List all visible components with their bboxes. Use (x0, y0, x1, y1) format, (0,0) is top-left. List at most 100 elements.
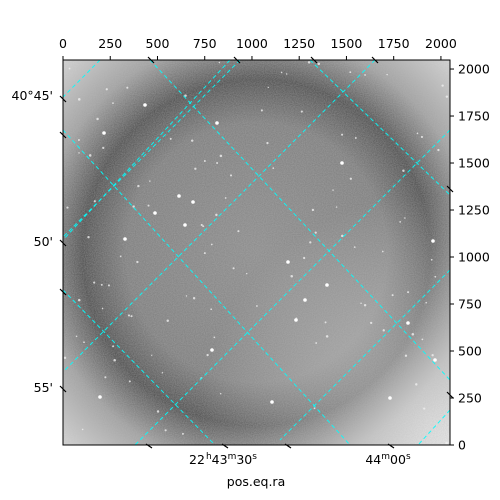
right-tick-label: 250 (458, 391, 482, 406)
star (295, 317, 298, 320)
world-tick-mark (310, 56, 318, 64)
star (161, 371, 164, 374)
star (325, 335, 329, 338)
star (153, 211, 157, 215)
star (87, 235, 90, 239)
star (309, 241, 312, 244)
dec-tick-label-3: 55' (34, 380, 53, 395)
star (77, 139, 80, 141)
star (325, 283, 329, 287)
dec-tick-label-2: 50' (34, 234, 53, 249)
star (164, 429, 167, 432)
world-tick-mark (387, 443, 395, 449)
right-tick-label: 1250 (458, 203, 490, 218)
star (341, 234, 344, 238)
star (149, 180, 151, 182)
star (425, 301, 428, 304)
world-tick-mark (59, 239, 67, 247)
star (151, 354, 153, 356)
grid-line (309, 60, 450, 196)
star (123, 237, 127, 241)
star (177, 194, 181, 198)
star (194, 167, 197, 170)
star (77, 98, 81, 101)
world-tick-mark (59, 95, 67, 103)
top-tick-label: 0 (59, 36, 67, 51)
star (147, 204, 150, 207)
star (404, 354, 408, 357)
star (445, 441, 448, 445)
world-tick-mark (59, 131, 67, 139)
star (137, 184, 140, 188)
star (83, 341, 85, 344)
star (313, 407, 316, 410)
star (219, 392, 222, 395)
star (93, 200, 96, 203)
star (77, 298, 81, 302)
star (210, 308, 213, 311)
world-tick-mark (59, 288, 67, 296)
star (272, 167, 275, 170)
grid-line (63, 289, 216, 445)
star (215, 213, 218, 217)
star (104, 376, 107, 379)
star (364, 74, 366, 76)
star (314, 231, 317, 234)
star (349, 177, 352, 180)
world-tick-mark (371, 56, 379, 64)
star (303, 298, 307, 302)
star (290, 274, 293, 278)
star (340, 161, 344, 165)
world-tick-mark (284, 443, 292, 449)
star (107, 284, 110, 287)
star (102, 146, 105, 150)
world-tick-mark (145, 443, 153, 449)
star (183, 223, 187, 227)
star (434, 275, 437, 278)
world-tick-mark (446, 391, 454, 399)
star (101, 307, 104, 310)
star (407, 291, 410, 294)
star (185, 295, 188, 297)
star (143, 103, 147, 107)
world-tick-mark (446, 185, 454, 193)
star (224, 197, 227, 199)
star (216, 162, 219, 165)
star (285, 73, 288, 75)
top-tick-label: 750 (193, 36, 217, 51)
right-pixel-ticks: 0 250 500 750 1000 1250 1500 1750 2000 (450, 62, 490, 453)
star (341, 133, 344, 136)
star (388, 396, 392, 400)
star (332, 189, 334, 191)
star (349, 71, 352, 74)
star (421, 338, 424, 341)
star (127, 314, 131, 317)
star (381, 250, 384, 253)
star (335, 206, 338, 208)
star (260, 109, 263, 112)
star (203, 159, 206, 162)
star (202, 225, 205, 228)
world-tick-mark (233, 56, 241, 64)
star (66, 206, 69, 209)
x-axis-label: pos.eq.ra (227, 474, 285, 489)
star (156, 410, 160, 413)
star (386, 73, 388, 76)
grid-line (63, 60, 231, 241)
star (184, 94, 187, 97)
star (353, 246, 356, 248)
star (433, 358, 437, 362)
world-ticks (59, 56, 454, 449)
grid-line (63, 60, 376, 373)
star (112, 345, 115, 348)
star (441, 84, 444, 87)
world-tick-mark (147, 56, 155, 64)
star (437, 148, 440, 152)
star (286, 260, 290, 264)
star (270, 400, 274, 404)
star (96, 117, 99, 121)
right-tick-label: 750 (458, 297, 482, 312)
star (431, 354, 434, 357)
plot-frame (62, 59, 451, 446)
star (431, 239, 435, 243)
